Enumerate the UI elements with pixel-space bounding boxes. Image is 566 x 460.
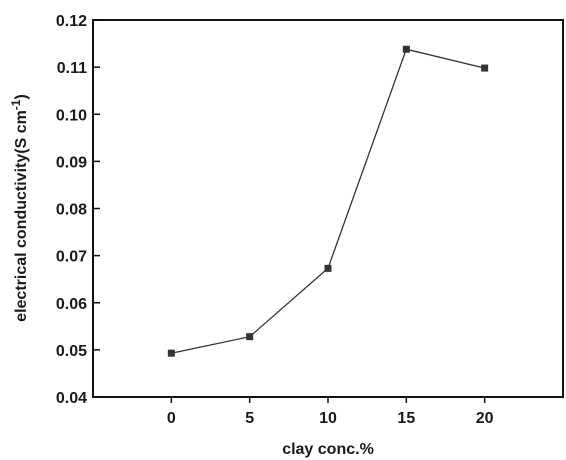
series-line bbox=[171, 48, 485, 354]
x-tick-label: 5 bbox=[245, 410, 254, 427]
series-group bbox=[167, 45, 489, 357]
x-tick-label: 15 bbox=[397, 410, 415, 427]
y-tick-label: 0.12 bbox=[56, 13, 87, 30]
data-point-marker bbox=[324, 264, 332, 272]
y-axis-label-main: electrical conductivity(S cm bbox=[13, 110, 30, 322]
x-tick-label: 0 bbox=[167, 410, 176, 427]
y-tick-label: 0.09 bbox=[56, 154, 87, 171]
y-tick-label: 0.08 bbox=[56, 202, 87, 219]
x-tick-label: 10 bbox=[319, 410, 337, 427]
y-tick-label: 0.05 bbox=[56, 343, 87, 360]
y-axis-label: electrical conductivity(S cm-1) bbox=[9, 94, 30, 322]
data-point-marker bbox=[402, 45, 410, 53]
x-axis-ticks: 0 5 10 15 20 bbox=[167, 397, 494, 427]
y-tick-label: 0.11 bbox=[57, 60, 87, 77]
data-point-marker bbox=[167, 349, 175, 357]
y-tick-label: 0.07 bbox=[56, 249, 87, 266]
data-point-marker bbox=[246, 333, 254, 341]
y-axis-ticks: 0.04 0.05 0.06 0.07 0.08 0.09 0.10 0.11 0.12 bbox=[56, 13, 100, 407]
y-tick-label: 0.10 bbox=[56, 107, 87, 124]
plot-frame bbox=[92, 19, 564, 398]
y-axis-label-close: ) bbox=[13, 94, 30, 99]
y-tick-label: 0.06 bbox=[56, 296, 87, 313]
data-point-marker bbox=[481, 64, 489, 72]
x-axis-label: clay conc.% bbox=[282, 441, 374, 458]
y-axis-label-superscript: -1 bbox=[9, 99, 23, 110]
x-tick-label: 20 bbox=[476, 410, 494, 427]
y-tick-label: 0.04 bbox=[56, 390, 87, 407]
